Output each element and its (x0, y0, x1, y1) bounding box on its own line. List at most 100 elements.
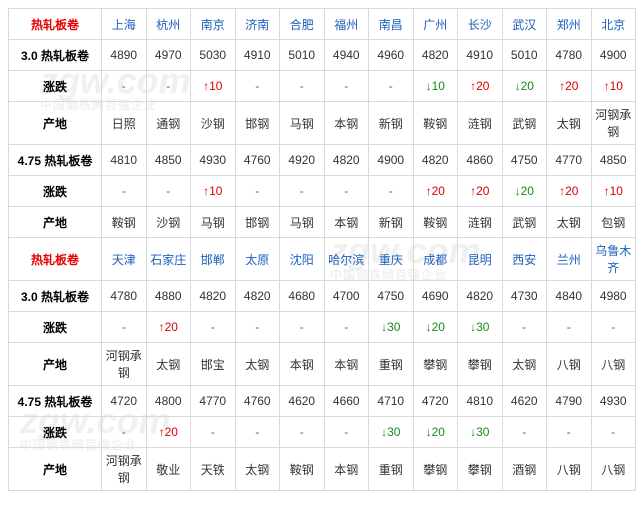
price-cell: 4900 (369, 145, 414, 176)
city-header: 合肥 (280, 9, 325, 40)
price-cell: 4800 (146, 386, 191, 417)
origin-cell: 鞍钢 (413, 207, 458, 238)
price-cell: 4720 (413, 386, 458, 417)
change-cell: ↑20 (547, 176, 592, 207)
change-cell: - (235, 417, 280, 448)
price-cell: 4860 (458, 145, 503, 176)
change-cell: - (191, 312, 236, 343)
origin-cell: 太钢 (547, 102, 592, 145)
price-cell: 4750 (502, 145, 547, 176)
change-cell: - (324, 176, 369, 207)
change-cell: - (324, 312, 369, 343)
origin-cell: 新钢 (369, 207, 414, 238)
price-cell: 4700 (324, 281, 369, 312)
price-cell: 4880 (146, 281, 191, 312)
price-cell: 4770 (191, 386, 236, 417)
change-cell: - (280, 417, 325, 448)
row-label: 产地 (9, 343, 102, 386)
price-cell: 4710 (369, 386, 414, 417)
origin-cell: 本钢 (324, 207, 369, 238)
row-label: 产地 (9, 207, 102, 238)
price-cell: 4780 (102, 281, 147, 312)
change-cell: ↓30 (369, 312, 414, 343)
city-header: 福州 (324, 9, 369, 40)
city-header: 兰州 (547, 238, 592, 281)
origin-cell: 马钢 (280, 207, 325, 238)
change-cell: - (102, 71, 147, 102)
row-label: 涨跌 (9, 176, 102, 207)
city-header: 重庆 (369, 238, 414, 281)
origin-cell: 太钢 (146, 343, 191, 386)
city-header: 邯郸 (191, 238, 236, 281)
price-cell: 4980 (591, 281, 636, 312)
change-cell: ↑10 (191, 176, 236, 207)
price-cell: 4960 (369, 40, 414, 71)
origin-cell: 太钢 (235, 343, 280, 386)
change-cell: ↓20 (413, 312, 458, 343)
price-cell: 4820 (191, 281, 236, 312)
change-cell: - (547, 417, 592, 448)
price-cell: 4820 (458, 281, 503, 312)
change-cell: - (547, 312, 592, 343)
price-cell: 4790 (547, 386, 592, 417)
origin-cell: 邯宝 (191, 343, 236, 386)
change-cell: - (191, 417, 236, 448)
origin-cell: 太钢 (547, 207, 592, 238)
price-cell: 4660 (324, 386, 369, 417)
row-label: 产地 (9, 102, 102, 145)
origin-cell: 太钢 (502, 343, 547, 386)
price-cell: 4890 (102, 40, 147, 71)
city-header: 广州 (413, 9, 458, 40)
price-cell: 4720 (102, 386, 147, 417)
city-header: 北京 (591, 9, 636, 40)
change-cell: - (146, 176, 191, 207)
price-table: 热轧板卷上海杭州南京济南合肥福州南昌广州长沙武汉郑州北京3.0 热轧板卷4890… (8, 8, 636, 491)
price-cell: 4770 (547, 145, 592, 176)
price-cell: 4760 (235, 145, 280, 176)
price-cell: 4930 (591, 386, 636, 417)
change-cell: - (235, 71, 280, 102)
origin-cell: 本钢 (324, 448, 369, 491)
origin-cell: 重钢 (369, 448, 414, 491)
city-header: 太原 (235, 238, 280, 281)
change-cell: ↓20 (413, 417, 458, 448)
price-cell: 4750 (369, 281, 414, 312)
price-cell: 4810 (102, 145, 147, 176)
origin-cell: 本钢 (324, 343, 369, 386)
price-cell: 4840 (547, 281, 592, 312)
origin-cell: 八钢 (547, 343, 592, 386)
change-cell: ↓30 (458, 312, 503, 343)
row-label: 涨跌 (9, 417, 102, 448)
origin-cell: 八钢 (547, 448, 592, 491)
origin-cell: 鞍钢 (102, 207, 147, 238)
price-cell: 4810 (458, 386, 503, 417)
price-cell: 5030 (191, 40, 236, 71)
origin-cell: 马钢 (280, 102, 325, 145)
price-cell: 4900 (591, 40, 636, 71)
row-label: 4.75 热轧板卷 (9, 145, 102, 176)
origin-cell: 鞍钢 (280, 448, 325, 491)
origin-cell: 河钢承钢 (102, 448, 147, 491)
origin-cell: 八钢 (591, 343, 636, 386)
change-cell: - (235, 312, 280, 343)
origin-cell: 沙钢 (146, 207, 191, 238)
change-cell: - (280, 312, 325, 343)
price-cell: 5010 (502, 40, 547, 71)
origin-cell: 八钢 (591, 448, 636, 491)
change-cell: - (591, 417, 636, 448)
price-cell: 4930 (191, 145, 236, 176)
origin-cell: 河钢承钢 (102, 343, 147, 386)
city-header: 成都 (413, 238, 458, 281)
change-cell: - (502, 417, 547, 448)
origin-cell: 包钢 (591, 207, 636, 238)
price-cell: 4690 (413, 281, 458, 312)
change-cell: - (369, 176, 414, 207)
change-cell: - (102, 312, 147, 343)
change-cell: - (324, 417, 369, 448)
origin-cell: 日照 (102, 102, 147, 145)
city-header: 哈尔滨 (324, 238, 369, 281)
change-cell: ↓20 (502, 176, 547, 207)
change-cell: ↓30 (458, 417, 503, 448)
price-cell: 4820 (235, 281, 280, 312)
price-cell: 4820 (413, 145, 458, 176)
